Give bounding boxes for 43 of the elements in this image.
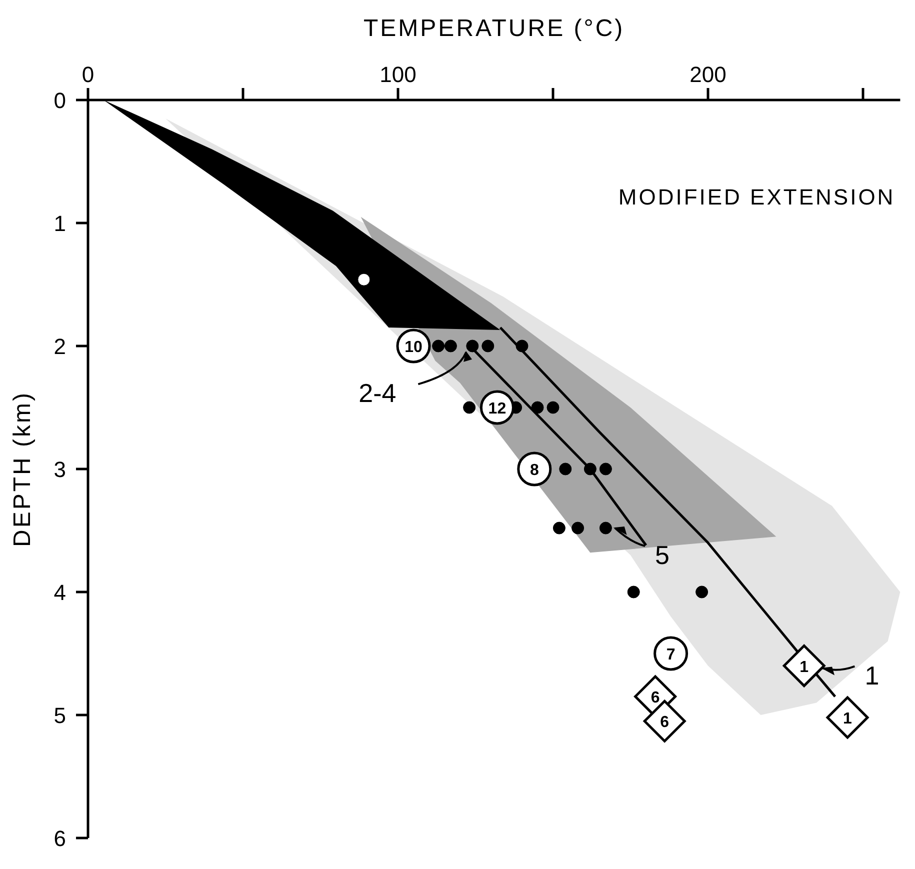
y-tick-label: 2 [54, 334, 66, 359]
x-axis-title: TEMPERATURE (°C) [364, 15, 625, 42]
point [696, 586, 708, 598]
point [432, 340, 445, 352]
annotation: MODIFIED EXTENSION [618, 184, 896, 210]
annotation: 5 [655, 540, 670, 570]
point [531, 401, 544, 414]
annotation: 10 [404, 339, 422, 356]
point [552, 522, 566, 534]
point [517, 452, 552, 486]
y-tick-label: 4 [54, 580, 66, 605]
point [599, 462, 612, 476]
x-tick-label: 200 [690, 62, 726, 87]
annotation: 8 [530, 462, 539, 479]
x-tick-label: 0 [82, 62, 94, 87]
point [584, 462, 596, 476]
point [546, 401, 560, 414]
y-axis-title: DEPTH (km) [9, 391, 36, 547]
point [482, 340, 494, 352]
point [516, 340, 528, 352]
annotation: 1 [864, 660, 880, 690]
y-tick-label: 5 [54, 703, 66, 728]
annotation: 6 [650, 690, 660, 707]
annotation: 12 [488, 400, 506, 418]
y-tick-label: 3 [54, 457, 66, 482]
point [559, 462, 572, 476]
annotation: 7 [666, 646, 676, 664]
point [466, 340, 479, 352]
point [627, 586, 640, 598]
point [572, 522, 584, 534]
annotation: 2-4 [358, 378, 396, 408]
annotation: 1 [843, 710, 852, 728]
y-tick-label: 1 [54, 211, 66, 236]
point [444, 340, 457, 352]
point [358, 273, 370, 286]
point [463, 401, 476, 414]
annotation: 1 [800, 658, 809, 676]
x-tick-label: 100 [380, 62, 416, 87]
point [599, 522, 612, 534]
y-tick-label: 6 [54, 826, 66, 851]
point [782, 644, 826, 688]
y-tick-label: 0 [54, 88, 66, 113]
annotation: 6 [660, 714, 670, 732]
